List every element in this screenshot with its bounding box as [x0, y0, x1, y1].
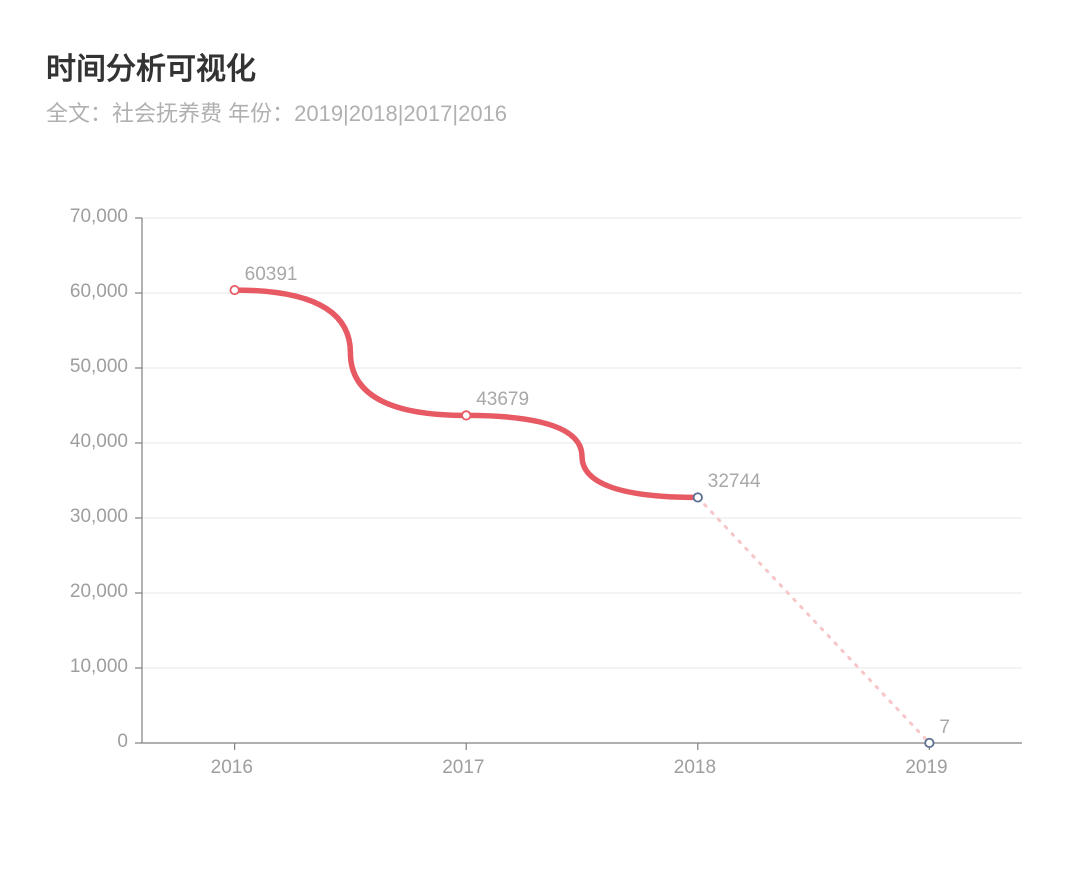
- chart: 0 10,000 20,000 30,000 40,000 50,000 60,000 70,…: [46, 200, 1036, 820]
- data-point: [462, 411, 470, 419]
- value-label: 60391: [245, 264, 298, 286]
- y-tick-label: 70,000: [70, 206, 128, 228]
- value-label: 32744: [708, 471, 761, 493]
- page-subtitle: 全文：社会抚养费 年份：2019|2018|2017|2016: [46, 96, 507, 128]
- data-point: [694, 493, 702, 501]
- data-point: [230, 286, 238, 294]
- x-tick-label: 2017: [442, 757, 484, 779]
- chart-svg: [46, 200, 1036, 820]
- x-tick-label: 2018: [674, 757, 716, 779]
- series-dotted: [698, 497, 930, 743]
- page-title: 时间分析可视化: [46, 44, 256, 88]
- x-tick-label: 2016: [211, 757, 253, 779]
- page: 时间分析可视化 全文：社会抚养费 年份：2019|2018|2017|2016 …: [0, 0, 1080, 873]
- x-tick-label: 2019: [905, 757, 947, 779]
- value-label: 7: [939, 717, 950, 739]
- y-tick-label: 30,000: [70, 506, 128, 528]
- y-tick-label: 20,000: [70, 581, 128, 603]
- y-tick-label: 40,000: [70, 431, 128, 453]
- y-tick-label: 60,000: [70, 281, 128, 303]
- y-tick-label: 0: [117, 731, 128, 753]
- series-solid: [235, 290, 698, 497]
- value-label: 43679: [476, 389, 529, 411]
- y-tick-label: 50,000: [70, 356, 128, 378]
- data-point: [925, 739, 933, 747]
- y-tick-label: 10,000: [70, 656, 128, 678]
